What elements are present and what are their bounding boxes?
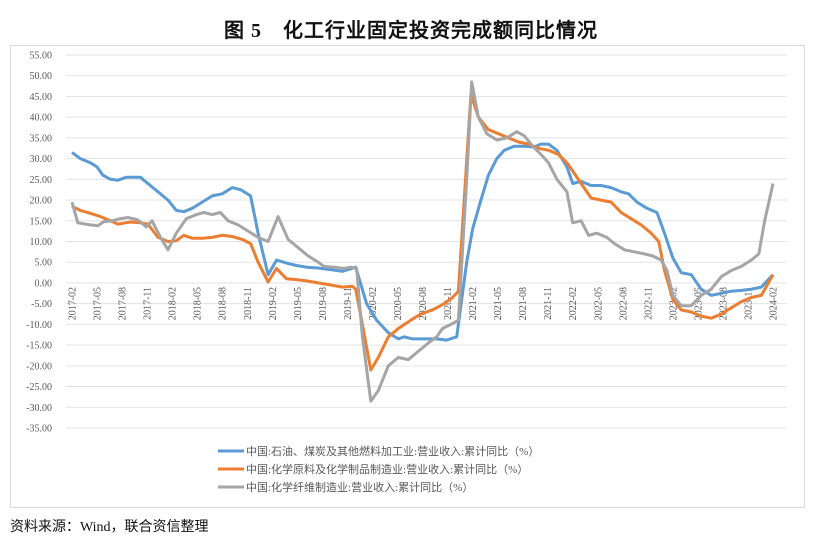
x-tick-label: 2023-11 (743, 287, 754, 320)
series-line-3 (70, 80, 775, 403)
legend-label: 中国:石油、煤炭及其他燃料加工业:营业收入:累计同比（%） (246, 444, 539, 458)
x-tick-label: 2023-02 (668, 287, 679, 320)
y-tick-label: 55.00 (30, 51, 53, 62)
x-tick-label: 2017-11 (143, 287, 154, 320)
y-tick-label: 20.00 (30, 196, 53, 207)
y-tick-label: 30.00 (30, 154, 53, 165)
x-tick-label: 2023-08 (718, 287, 729, 320)
series-line-1 (71, 142, 775, 342)
y-tick-label: -10.00 (26, 320, 52, 331)
series-line-2 (71, 92, 775, 372)
x-tick-label: 2021-11 (543, 287, 554, 320)
x-tick-label: 2021-05 (493, 287, 504, 320)
y-tick-label: 0.00 (35, 278, 53, 289)
x-tick-label: 2023-05 (693, 287, 704, 320)
x-tick-label: 2017-05 (93, 287, 104, 320)
x-tick-label: 2019-08 (318, 287, 329, 320)
y-tick-label: 40.00 (30, 113, 53, 124)
x-tick-label: 2017-08 (118, 287, 129, 320)
x-tick-label: 2020-08 (418, 287, 429, 320)
y-tick-label: 45.00 (30, 92, 53, 103)
x-tick-label: 2018-11 (243, 287, 254, 320)
x-tick-label: 2022-11 (643, 287, 654, 320)
y-tick-label: 50.00 (30, 71, 53, 82)
x-tick-label: 2022-02 (568, 287, 579, 320)
x-tick-label: 2020-11 (443, 287, 454, 320)
x-tick-label: 2022-05 (593, 287, 604, 320)
legend-label: 中国:化学纤维制造业:营业收入:累计同比（%） (246, 480, 473, 494)
x-axis-ticks: 2017-02 2017-05 2017-08 2017-11 2018-02 2018-… (68, 287, 780, 320)
y-tick-label: -15.00 (26, 341, 52, 352)
y-tick-label: 15.00 (30, 216, 53, 227)
y-tick-label: 10.00 (30, 237, 53, 248)
y-tick-label: -20.00 (26, 361, 52, 372)
y-tick-label: -5.00 (31, 299, 52, 310)
x-tick-label: 2019-11 (343, 287, 354, 320)
x-tick-label: 2020-02 (368, 287, 379, 320)
y-axis-ticks: 55.00 50.00 45.00 40.00 35.00 30.00 25.00 20.00… (26, 51, 52, 435)
x-tick-label: 2020-05 (393, 287, 404, 320)
x-tick-label: 2021-08 (518, 287, 529, 320)
x-tick-label: 2021-02 (468, 287, 479, 320)
x-tick-label: 2018-05 (193, 287, 204, 320)
y-tick-label: 35.00 (30, 133, 53, 144)
y-tick-label: 5.00 (35, 258, 53, 269)
y-tick-label: -25.00 (26, 382, 52, 393)
x-tick-label: 2024-02 (769, 287, 780, 320)
x-tick-label: 2017-02 (68, 287, 79, 320)
legend-label: 中国:化学原料及化学制品制造业:营业收入:累计同比（%） (246, 462, 528, 476)
source-note: 资料来源：Wind，联合资信整理 (10, 520, 209, 535)
x-tick-label: 2022-08 (618, 287, 629, 320)
chart-frame (10, 45, 805, 508)
x-tick-label: 2018-02 (168, 287, 179, 320)
x-tick-label: 2019-02 (268, 287, 279, 320)
y-tick-label: 25.00 (30, 175, 53, 186)
x-tick-label: 2018-08 (218, 287, 229, 320)
figure-title: 图 5 化工行业固定投资完成额同比情况 (224, 20, 598, 42)
y-tick-label: -35.00 (26, 424, 52, 435)
series-lines (70, 80, 775, 403)
y-tick-label: -30.00 (26, 403, 52, 414)
legend: 中国:石油、煤炭及其他燃料加工业:营业收入:累计同比（%） 中国:化学原料及化学制… (218, 444, 539, 494)
x-tick-label: 2019-05 (293, 287, 304, 320)
